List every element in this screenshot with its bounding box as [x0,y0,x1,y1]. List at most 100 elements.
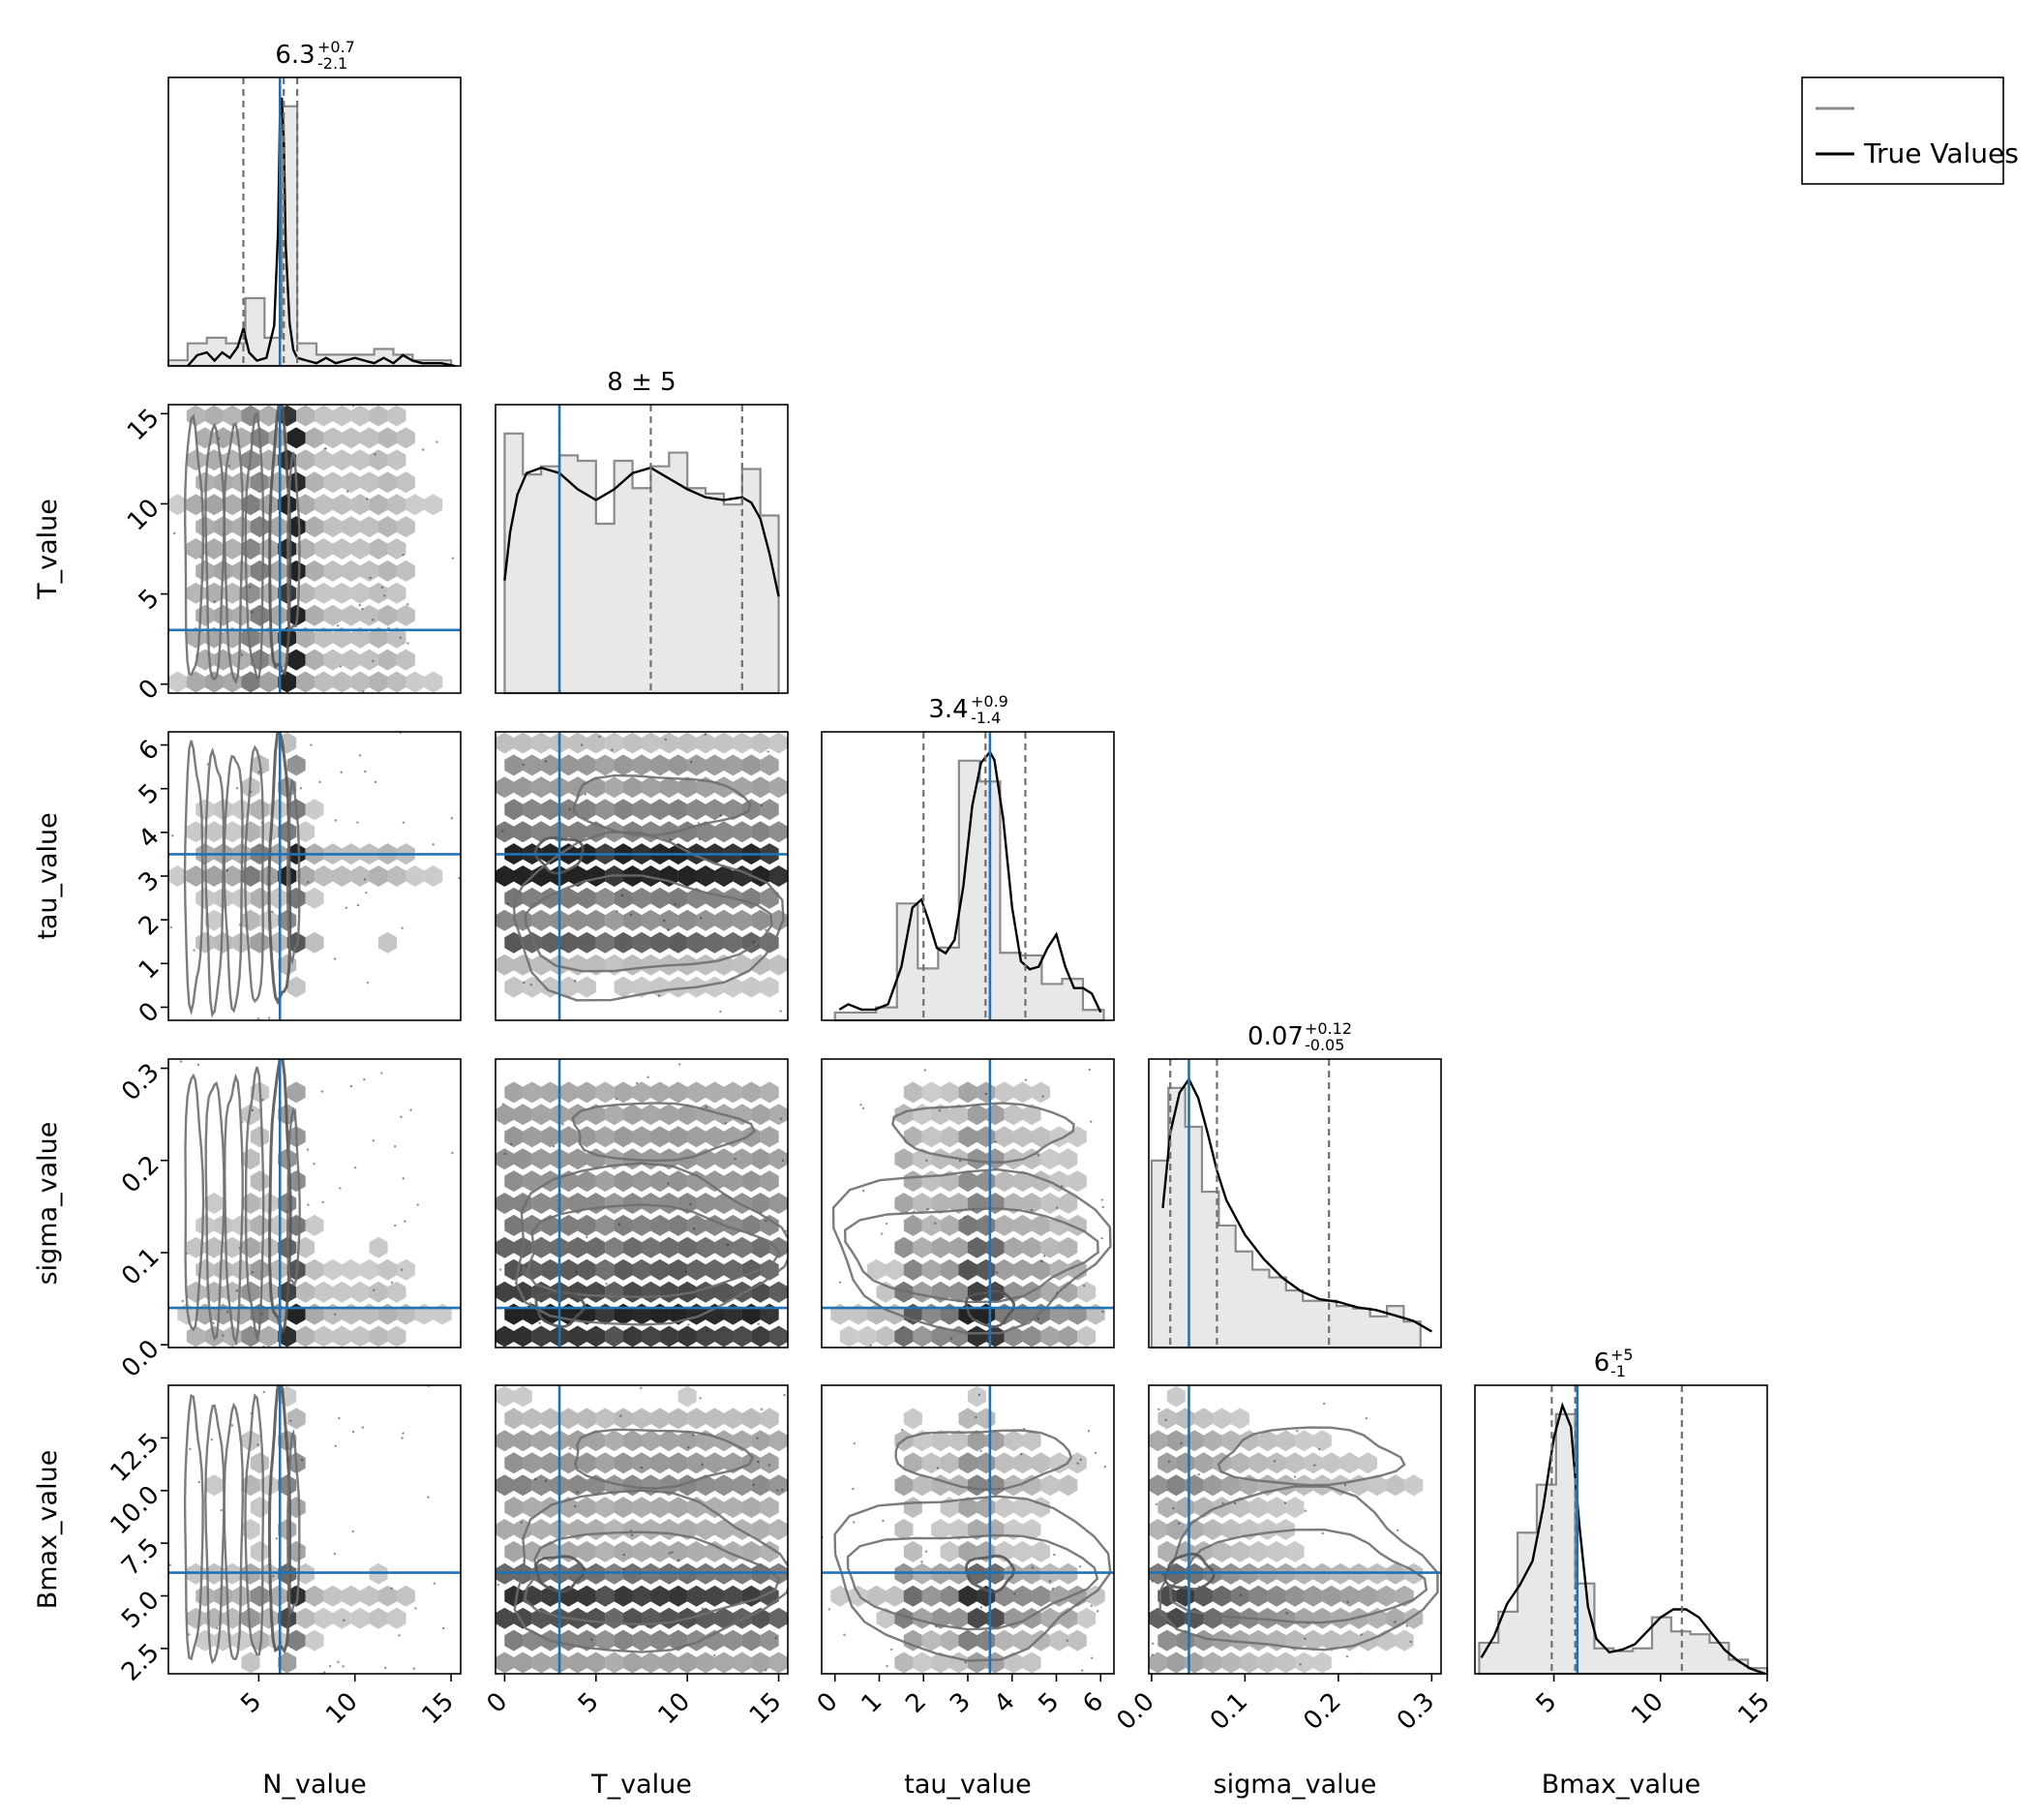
pair-2-3-hex-73 [995,1258,1014,1281]
pair-1-4-hex-112 [659,1607,678,1629]
contour-0-1-0 [183,413,205,677]
sample-dot-0-4-13 [262,1390,265,1394]
pair-1-4-hex-91 [632,1540,651,1562]
sample-dot-2-3-11 [926,1208,929,1211]
pair-0-1-hex-123 [350,582,370,604]
pair-3-4-hex-26 [1194,1629,1214,1651]
pair-0-1-hex-43 [241,626,260,649]
pair-2-3-hex-6 [876,1325,895,1348]
pair-1-3-hex-155 [723,1081,742,1104]
pair-1-2-hex-130 [677,732,697,754]
sample-dot-2-3-31 [881,1232,884,1235]
pair-1-2-hex-23 [513,732,532,754]
pair-0-1-hex-12 [186,449,205,471]
pair-2-3-hex-94 [1022,1325,1041,1348]
pair-2-3-hex-19 [903,1126,922,1148]
pair-2-3-hex-99 [1032,1214,1050,1236]
pair-3-4-hex-96 [1294,1607,1313,1629]
pair-2-3-hex-63 [977,1214,996,1236]
pair-1-3-hex-144 [714,1325,734,1348]
diag-panel-0: 6.3 +0.7-2.1 [166,38,462,368]
sample-dot-2-3-30 [886,1222,888,1226]
sample-dot-3-4-7 [1322,1402,1326,1406]
sample-dot-0-2-24 [363,878,367,881]
pair-3-4-hex-34 [1194,1452,1214,1474]
pair-0-1-hex-110 [332,582,351,604]
sample-dot-0-3-0 [251,1108,255,1112]
pair-2-3-hex-113 [1049,1170,1068,1193]
pair-0-1-hex-153 [387,494,406,516]
pair-1-4-hex-125 [687,1585,706,1607]
sample-dot-0-1-12 [249,586,252,589]
sample-dot-3-4-13 [1151,1580,1154,1583]
pair-0-1-hex-2 [186,671,205,693]
pair-0-1-hex-138 [369,538,388,560]
sample-dot-0-4-24 [414,1607,417,1610]
pair-3-4-hex-83 [1277,1651,1296,1674]
sample-dot-1-2-20 [663,919,666,923]
pair-1-2-hex-167 [760,976,779,998]
pair-1-2-hex-178 [751,732,770,754]
pair-1-2-hex-117 [669,754,688,776]
pair-1-2-hex-71 [614,976,633,998]
pair-2-4-hex-77 [1013,1540,1033,1562]
sample-dot-3-4-27 [1299,1663,1302,1666]
sample-dot-2-4-8 [1066,1639,1068,1642]
pair-1-2-hex-158 [733,909,752,931]
sample-dot-0-3-23 [339,1187,342,1190]
xtick-label-3-3: 0.3 [1392,1687,1440,1736]
pair-3-4-hex-73 [1267,1629,1286,1651]
sample-dot-1-3-15 [706,1329,709,1333]
pair-3-4-hex-77 [1267,1540,1286,1562]
sample-dot-1-4-13 [756,1437,759,1439]
sample-dot-1-3-36 [617,1223,620,1226]
sample-dot-1-4-18 [774,1636,777,1640]
pair-1-3-hex-105 [650,1126,670,1148]
pair-1-3-hex-134 [696,1281,715,1303]
pair-1-2-hex-175 [760,799,779,821]
sample-dot-2-3-24 [900,1326,904,1329]
pair-0-3-hex-34 [259,1281,279,1303]
xtick-label-3-0: 0.0 [1111,1687,1159,1736]
pair-0-3-hex-30 [241,1104,260,1126]
sample-dot-1-2-15 [573,980,577,983]
pair-1-3-hex-81 [614,1126,633,1148]
pair-1-3-hex-72 [605,1325,624,1348]
pair-1-4-hex-181 [751,1430,770,1452]
pair-2-4-hex-90 [1032,1497,1050,1519]
pair-1-4-hex-0 [496,1651,514,1674]
sample-dot-1-3-26 [635,1081,639,1085]
pair-1-4-hex-69 [595,1497,615,1519]
pair-1-2-hex-150 [714,821,734,843]
pair-1-3-hex-39 [559,1258,578,1281]
sample-dot-2-3-9 [984,1092,988,1096]
pair-0-1-hex-74 [286,516,306,538]
sample-dot-3-4-24 [1313,1464,1316,1467]
sample-dot-1-4-33 [760,1408,764,1411]
pair-3-4-hex-23 [1176,1408,1195,1430]
pair-1-3-hex-12 [513,1325,532,1348]
sample-dot-2-4-6 [920,1560,923,1563]
sample-dot-0-3-16 [222,1334,225,1337]
pair-0-1-hex-5 [195,604,215,626]
pair-1-3-hex-63 [595,1258,615,1281]
pair-0-4-hex-15 [241,1607,260,1629]
sample-dot-0-4-39 [216,1626,219,1630]
pair-1-3-hex-160 [733,1236,752,1258]
pair-0-4-hex-2 [195,1585,215,1607]
pair-1-2-hex-32 [541,799,560,821]
sample-dot-0-4-21 [351,1530,354,1533]
pair-panel-3-4 [1148,1384,1442,1675]
sample-dot-1-4-5 [622,1553,625,1557]
pair-2-3-hex-81 [995,1081,1014,1104]
sample-dot-0-3-36 [416,1203,419,1206]
pair-1-3-hex-8 [496,1148,514,1170]
pair-1-2-hex-133 [706,931,724,954]
pair-3-4-hex-5 [1157,1540,1177,1562]
sample-dot-1-4-6 [573,1598,577,1601]
pair-0-1-hex-112 [332,538,351,560]
pair-2-3-hex-75 [995,1214,1014,1236]
sample-dot-1-4-15 [630,1533,634,1536]
pair-1-3-hex-175 [760,1170,779,1193]
contour-0-4-3 [244,1393,265,1656]
